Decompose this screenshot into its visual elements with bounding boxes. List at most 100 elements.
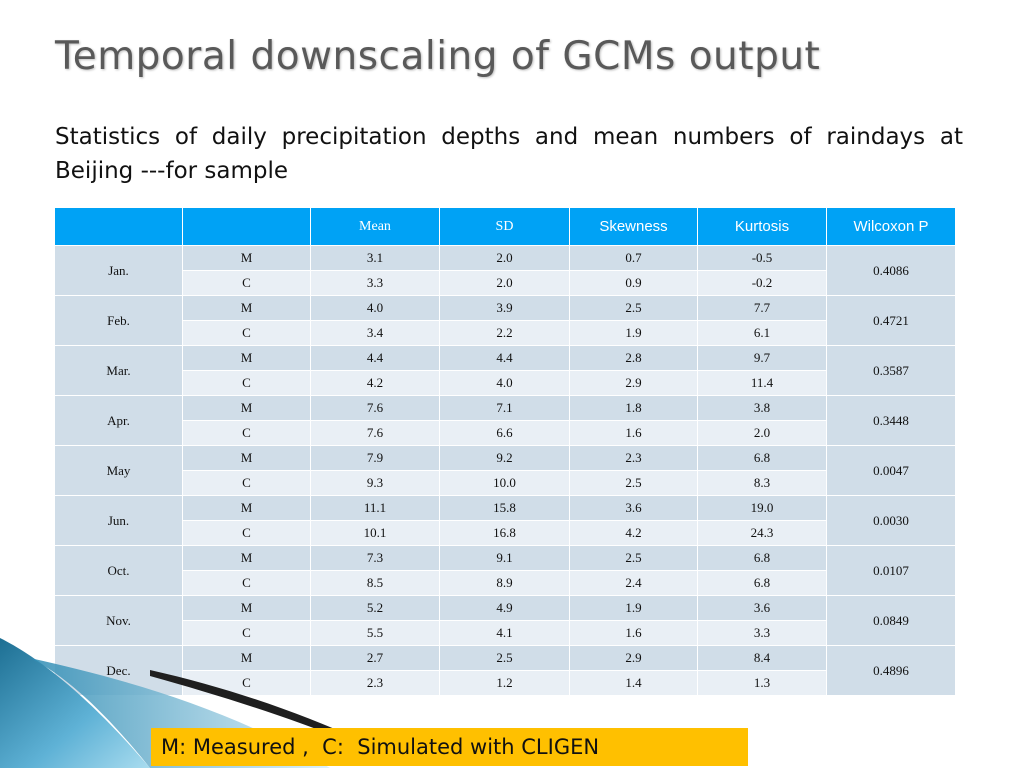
table-row: C 7.6 6.6 1.6 2.0 xyxy=(55,420,956,446)
mean-cell: 4.2 xyxy=(310,370,440,396)
kurtosis-cell: 1.3 xyxy=(697,670,827,696)
skewness-cell: 2.4 xyxy=(569,570,698,596)
mean-cell: 11.1 xyxy=(310,495,440,521)
type-cell: M xyxy=(182,595,311,621)
sd-cell: 15.8 xyxy=(439,495,570,521)
kurtosis-cell: 6.8 xyxy=(697,445,827,471)
sd-cell: 7.1 xyxy=(439,395,570,421)
type-cell: M xyxy=(182,345,311,371)
wilcoxon-p-cell: 0.0030 xyxy=(826,495,956,546)
mean-cell: 8.5 xyxy=(310,570,440,596)
mean-cell: 5.2 xyxy=(310,595,440,621)
sd-cell: 10.0 xyxy=(439,470,570,496)
sd-cell: 2.2 xyxy=(439,320,570,346)
header-mean: Mean xyxy=(310,207,440,246)
slide-subtitle: Statistics of daily precipitation depths… xyxy=(55,124,963,184)
type-cell: M xyxy=(182,245,311,271)
table-row: C 4.2 4.0 2.9 11.4 xyxy=(55,370,956,396)
kurtosis-cell: 2.0 xyxy=(697,420,827,446)
sd-cell: 8.9 xyxy=(439,570,570,596)
table-row: C 5.5 4.1 1.6 3.3 xyxy=(55,620,956,646)
sd-cell: 6.6 xyxy=(439,420,570,446)
mean-cell: 4.0 xyxy=(310,295,440,321)
mean-cell: 2.7 xyxy=(310,645,440,671)
skewness-cell: 1.6 xyxy=(569,420,698,446)
mean-cell: 7.3 xyxy=(310,545,440,571)
kurtosis-cell: 3.6 xyxy=(697,595,827,621)
sd-cell: 9.1 xyxy=(439,545,570,571)
month-cell: Dec. xyxy=(54,645,183,696)
type-cell: M xyxy=(182,445,311,471)
mean-cell: 3.4 xyxy=(310,320,440,346)
wilcoxon-p-cell: 0.3587 xyxy=(826,345,956,396)
mean-cell: 10.1 xyxy=(310,520,440,546)
sd-cell: 16.8 xyxy=(439,520,570,546)
type-cell: C xyxy=(182,670,311,696)
mean-cell: 7.9 xyxy=(310,445,440,471)
kurtosis-cell: 3.3 xyxy=(697,620,827,646)
table-row: Jun. M 11.1 15.8 3.6 19.0 0.0030 xyxy=(54,495,956,546)
kurtosis-cell: 7.7 xyxy=(697,295,827,321)
header-kurtosis: Kurtosis xyxy=(697,207,827,246)
table-body: Jan. M 3.1 2.0 0.7 -0.5 0.4086 C 3.3 2.0 0.9 -0.2 Fe… xyxy=(54,245,956,696)
kurtosis-cell: 8.3 xyxy=(697,470,827,496)
skewness-cell: 2.5 xyxy=(569,470,698,496)
wilcoxon-p-cell: 0.3448 xyxy=(826,395,956,446)
kurtosis-cell: 24.3 xyxy=(697,520,827,546)
skewness-cell: 1.9 xyxy=(569,320,698,346)
table-row: Dec. M 2.7 2.5 2.9 8.4 0.4896 xyxy=(54,645,956,696)
wilcoxon-p-cell: 0.4721 xyxy=(826,295,956,346)
type-cell: M xyxy=(182,295,311,321)
type-cell: C xyxy=(182,370,311,396)
table-row: C 2.3 1.2 1.4 1.3 xyxy=(55,670,956,696)
sd-cell: 4.0 xyxy=(439,370,570,396)
table-row: C 10.1 16.8 4.2 24.3 xyxy=(55,520,956,546)
skewness-cell: 2.9 xyxy=(569,370,698,396)
sd-cell: 9.2 xyxy=(439,445,570,471)
table-row: C 3.3 2.0 0.9 -0.2 xyxy=(55,270,956,296)
skewness-cell: 1.8 xyxy=(569,395,698,421)
sd-cell: 2.0 xyxy=(439,270,570,296)
month-cell: Oct. xyxy=(54,545,183,596)
type-cell: C xyxy=(182,270,311,296)
skewness-cell: 0.9 xyxy=(569,270,698,296)
wilcoxon-p-cell: 0.4896 xyxy=(826,645,956,696)
table-row: May M 7.9 9.2 2.3 6.8 0.0047 xyxy=(54,445,956,496)
skewness-cell: 2.5 xyxy=(569,295,698,321)
kurtosis-cell: 11.4 xyxy=(697,370,827,396)
table-row: C 8.5 8.9 2.4 6.8 xyxy=(55,570,956,596)
kurtosis-cell: 19.0 xyxy=(697,495,827,521)
sd-cell: 2.5 xyxy=(439,645,570,671)
type-cell: C xyxy=(182,620,311,646)
table-row: Oct. M 7.3 9.1 2.5 6.8 0.0107 xyxy=(54,545,956,596)
mean-cell: 3.3 xyxy=(310,270,440,296)
mean-cell: 7.6 xyxy=(310,395,440,421)
kurtosis-cell: 6.8 xyxy=(697,570,827,596)
header-wilcoxon-p: Wilcoxon P xyxy=(826,207,956,246)
skewness-cell: 2.3 xyxy=(569,445,698,471)
type-cell: C xyxy=(182,520,311,546)
table-row: Nov. M 5.2 4.9 1.9 3.6 0.0849 xyxy=(54,595,956,646)
sd-cell: 4.4 xyxy=(439,345,570,371)
skewness-cell: 2.5 xyxy=(569,545,698,571)
skewness-cell: 0.7 xyxy=(569,245,698,271)
mean-cell: 5.5 xyxy=(310,620,440,646)
wilcoxon-p-cell: 0.0047 xyxy=(826,445,956,496)
skewness-cell: 2.8 xyxy=(569,345,698,371)
table-row: Mar. M 4.4 4.4 2.8 9.7 0.3587 xyxy=(54,345,956,396)
skewness-cell: 3.6 xyxy=(569,495,698,521)
wilcoxon-p-cell: 0.0849 xyxy=(826,595,956,646)
type-cell: C xyxy=(182,470,311,496)
type-cell: C xyxy=(182,420,311,446)
month-cell: Jun. xyxy=(54,495,183,546)
mean-cell: 9.3 xyxy=(310,470,440,496)
month-cell: Feb. xyxy=(54,295,183,346)
sd-cell: 4.1 xyxy=(439,620,570,646)
kurtosis-cell: 8.4 xyxy=(697,645,827,671)
table-row: Apr. M 7.6 7.1 1.8 3.8 0.3448 xyxy=(54,395,956,446)
skewness-cell: 4.2 xyxy=(569,520,698,546)
mean-cell: 2.3 xyxy=(310,670,440,696)
kurtosis-cell: 3.8 xyxy=(697,395,827,421)
legend-note: M: Measured , C: Simulated with CLIGEN xyxy=(151,728,748,766)
kurtosis-cell: 6.8 xyxy=(697,545,827,571)
